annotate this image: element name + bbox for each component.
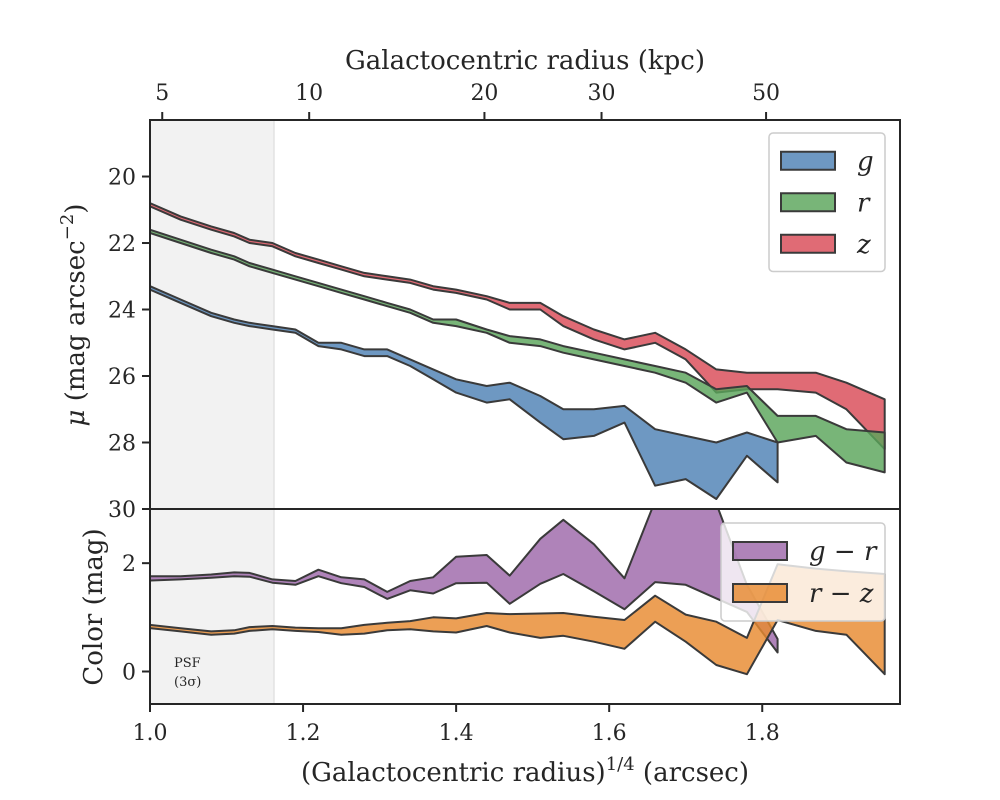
top-x-tick-label: 50 bbox=[752, 81, 780, 106]
x-tick-label: 1.2 bbox=[286, 721, 321, 746]
psf-label: PSF bbox=[174, 656, 201, 671]
magnitude-legend: grz bbox=[768, 132, 886, 273]
r-z-color-band bbox=[151, 563, 886, 676]
top-y-axis-label: μ (mag arcsec−2) bbox=[57, 204, 91, 427]
y-tick-label: 28 bbox=[108, 432, 136, 457]
color-y-tick-label: 2 bbox=[122, 552, 136, 577]
top-x-axis-label: Galactocentric radius (kpc) bbox=[345, 46, 705, 76]
g-r-color-band bbox=[151, 509, 779, 654]
magnitude-series-group bbox=[151, 202, 886, 500]
y-tick-label: 30 bbox=[108, 498, 136, 523]
bottom-x-axis-label: (Galactocentric radius)1/4 (arcsec) bbox=[301, 754, 749, 788]
legend-swatch bbox=[780, 150, 836, 171]
bottom-y-axis-label: Color (mag) bbox=[79, 528, 109, 685]
bottom-panel-frame bbox=[149, 508, 901, 705]
color-series-group bbox=[151, 509, 886, 676]
y-tick-label: 22 bbox=[108, 232, 136, 257]
y-tick-label: 26 bbox=[108, 365, 136, 390]
legend-label: z bbox=[856, 230, 871, 260]
top-x-tick-label: 20 bbox=[470, 81, 498, 106]
top-x-tick-label: 30 bbox=[588, 81, 616, 106]
psf-shaded-region bbox=[150, 120, 275, 704]
y-tick-label: 20 bbox=[108, 166, 136, 191]
y-tick-label: 24 bbox=[108, 299, 136, 324]
x-tick-label: 1.4 bbox=[439, 721, 474, 746]
top-x-tick-label: 5 bbox=[155, 81, 169, 106]
x-tick-label: 1.0 bbox=[133, 721, 168, 746]
r-band bbox=[151, 228, 886, 474]
psf-region-fill bbox=[150, 120, 274, 704]
legend-swatch bbox=[732, 583, 788, 603]
x-tick-label: 1.6 bbox=[592, 721, 627, 746]
psf-sigma-label: (3σ) bbox=[174, 675, 201, 690]
legend-swatch bbox=[732, 541, 788, 561]
legend-swatch bbox=[780, 192, 836, 213]
legend-label: g bbox=[857, 147, 874, 177]
axis-ticks: 20 22 24 26 28 30 0 2 1.0 1.2 1.4 1.6 1.8 5 10 20 30 50 bbox=[108, 81, 780, 746]
top-x-tick-label: 10 bbox=[295, 81, 323, 106]
legend-label: r bbox=[857, 188, 871, 218]
legend-label: g − r bbox=[809, 537, 878, 567]
g-band bbox=[151, 285, 779, 500]
color-legend: g − r r − z bbox=[720, 522, 886, 622]
x-tick-label: 1.8 bbox=[745, 721, 780, 746]
legend-label: r − z bbox=[809, 579, 874, 609]
color-y-tick-label: 0 bbox=[122, 661, 136, 686]
legend-swatch bbox=[780, 233, 836, 254]
